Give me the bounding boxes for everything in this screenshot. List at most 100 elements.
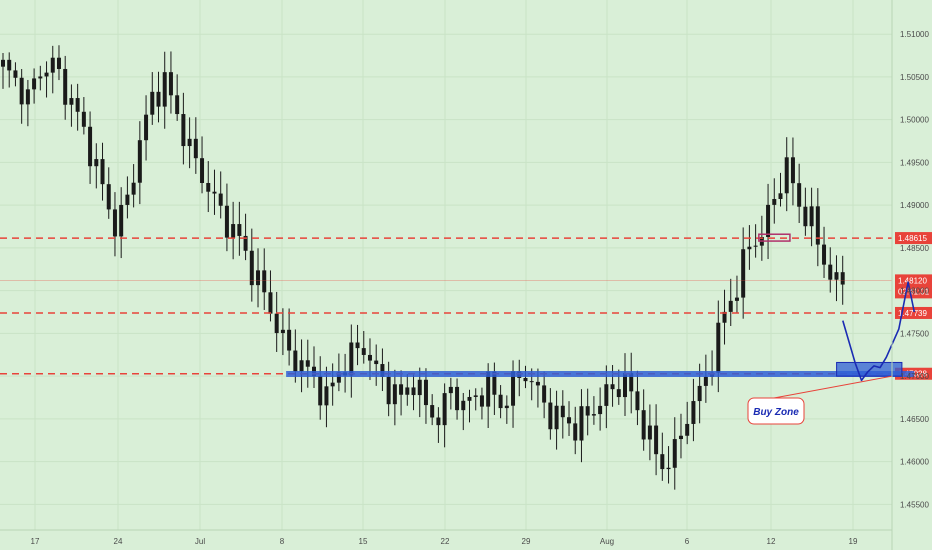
candle-body [367,354,372,361]
candle-body [131,182,136,195]
candle-body [629,373,634,392]
projection-path [842,281,916,382]
candle-body [554,405,559,430]
candle-body [753,245,758,247]
candle-body [840,272,845,285]
candle-body [542,385,547,403]
y-tick-label: 1.45500 [900,500,929,509]
candle-body [119,204,124,237]
y-tick-label: 1.48500 [900,244,929,253]
candle-body [579,406,584,441]
candle-body [162,72,167,107]
candle-body [63,68,68,105]
candle-body [112,209,117,237]
candle-body [305,360,310,367]
candle-body [529,381,534,383]
candle-body [641,410,646,440]
candle-body [697,385,702,402]
candle-body [150,91,155,115]
candle-body [716,322,721,373]
candle-body [591,414,596,416]
x-tick-label: 15 [359,537,368,546]
candle-body [137,140,142,183]
candle-body [69,98,74,105]
x-tick-label: 24 [114,537,123,546]
candle-body [256,270,261,286]
candle-body [467,396,472,401]
candle-body [231,224,236,238]
candle-body [193,138,198,159]
candle-body [666,467,671,470]
x-tick-label: 17 [31,537,40,546]
buy-zone-pointer [773,375,893,399]
candle-body [399,384,404,395]
candle-body [50,57,55,73]
candle-body [299,360,304,372]
candle-body [405,387,410,395]
candle-body [828,264,833,280]
candle-body [144,114,149,141]
candle-body [361,348,366,355]
current-price-label: 1.48120 [898,276,927,285]
candle-body [94,159,99,167]
candle-body [355,342,360,349]
x-tick-label: 12 [767,537,776,546]
candle-body [249,250,254,286]
candle-body [598,405,603,415]
candle-body [685,423,690,436]
candle-body [349,342,354,376]
candle-body [324,386,329,406]
y-tick-label: 1.49000 [900,201,929,210]
candle-body [455,386,460,411]
candle-body [430,405,435,418]
candle-body [156,91,161,107]
candle-body [790,157,795,184]
level-price-label: 1.48615 [898,234,927,243]
buy-zone-label-box [747,397,805,425]
candle-body [237,224,242,236]
candle-body [809,206,814,227]
candle-body [380,364,385,377]
candle-body [772,199,777,205]
candle-body [44,72,49,77]
annotations: Buy Zone [286,233,916,425]
candle-body [448,386,453,394]
candle-body [1,59,5,67]
x-tick-label: Jul [195,537,205,546]
candle-body [175,95,180,115]
y-tick-label: 1.48000 [900,287,929,296]
y-tick-label: 1.50500 [900,73,929,82]
candle-body [486,371,491,407]
y-tick-label: 1.49500 [900,158,929,167]
candle-body [747,246,752,250]
candle-body [523,377,528,382]
candle-body [336,372,341,383]
candle-body [691,401,696,424]
candle-body [442,393,447,426]
candle-body [287,329,292,351]
candle-body [436,417,441,426]
candle-body [25,89,30,105]
candle-body [560,405,565,418]
candle-body [815,206,820,245]
candle-body [803,206,808,227]
candle-body [417,379,422,396]
y-tick-label: 1.51000 [900,30,929,39]
candle-body [125,194,130,205]
candle-body [218,193,223,206]
candle-body [834,272,839,280]
candle-body [181,114,186,147]
candle-body [822,244,827,265]
candle-body [567,417,572,424]
candle-body [660,454,665,470]
candle-body [13,70,18,78]
candle-body [535,381,540,386]
candle-body [610,384,615,390]
candle-body [206,182,211,192]
candle-body [573,423,578,441]
candle-body [262,270,267,293]
